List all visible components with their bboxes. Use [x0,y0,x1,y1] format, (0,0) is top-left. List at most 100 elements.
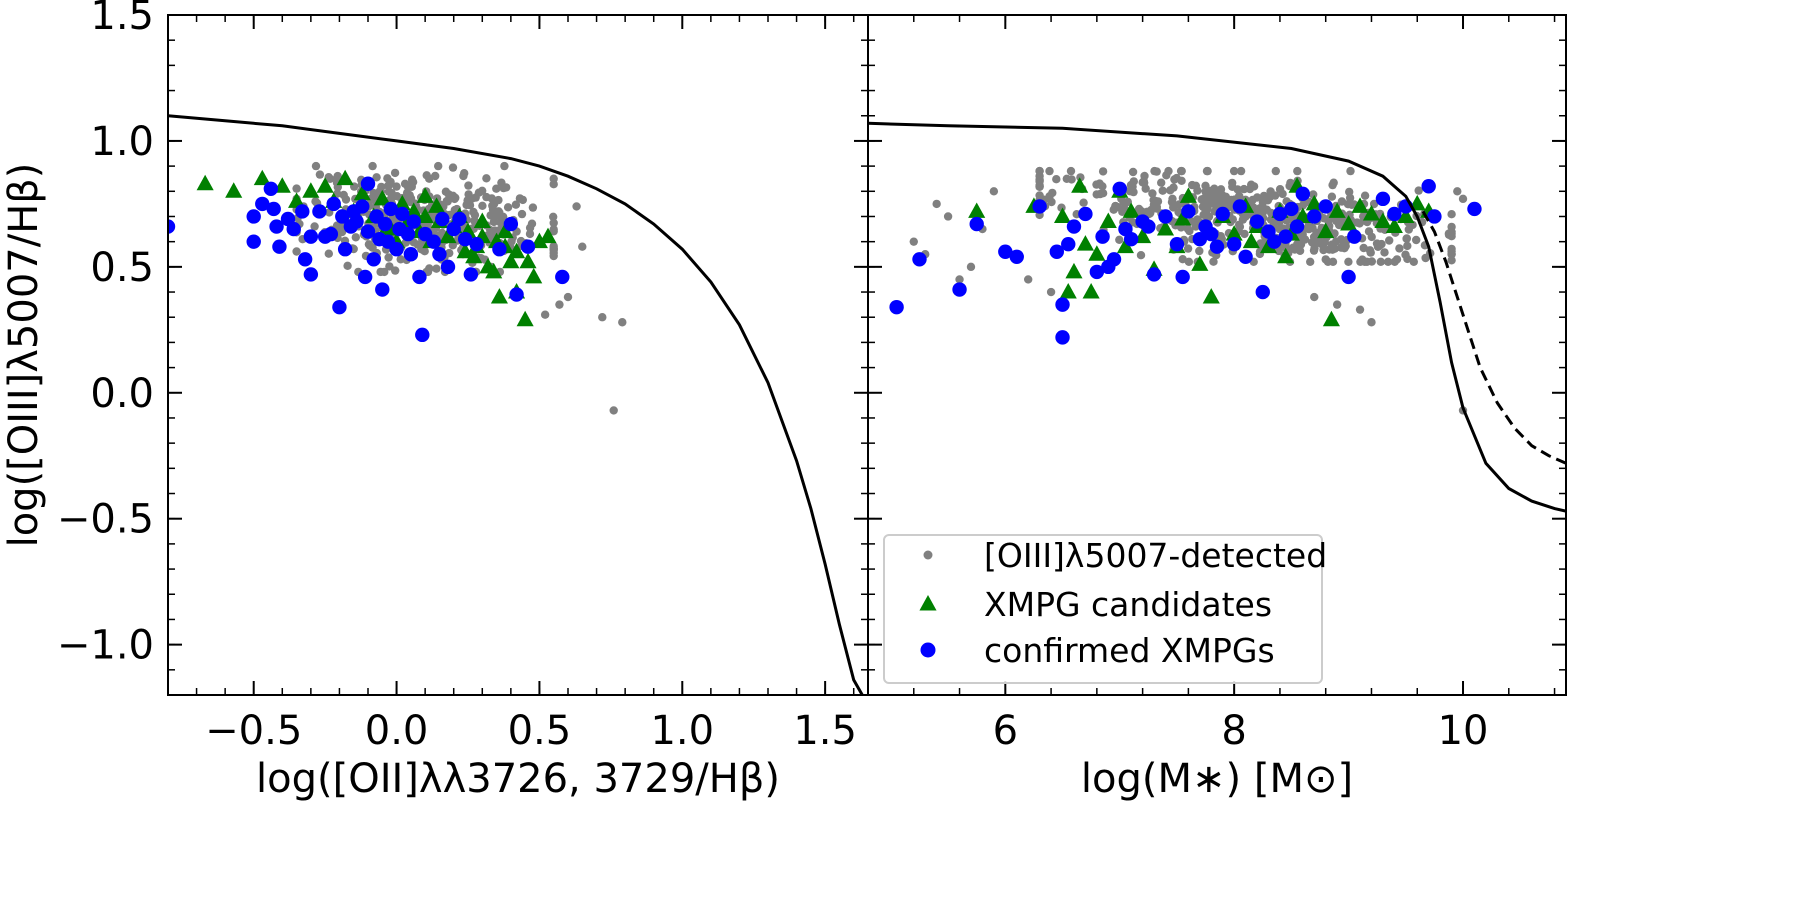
detected-point [609,406,618,415]
detected-point [1052,175,1061,184]
x-tick-label: 0.5 [508,708,572,754]
detected-point [1447,210,1456,219]
detected-point [1453,187,1462,196]
x-tick-label: −0.5 [205,708,302,754]
detected-point [1414,186,1423,195]
candidate-point [1174,210,1192,226]
x-tick-label: 6 [993,708,1018,754]
detected-point [1140,171,1149,181]
detected-point [1319,214,1328,223]
series-candidates [968,177,1438,327]
candidate-point [1351,197,1369,213]
detected-point [1162,171,1171,180]
detected-point [1233,185,1242,194]
confirmed-point [1375,191,1391,207]
detected-point [1259,191,1269,201]
detected-point [486,225,495,235]
detected-point [434,161,443,171]
detected-point [1355,305,1365,314]
detected-point [448,163,458,172]
detected-point [555,300,564,309]
confirmed-point [246,209,261,224]
confirmed-point [463,267,479,282]
detected-point [549,242,558,251]
legend-marker-confirmed [920,642,936,658]
detected-point [1079,198,1088,207]
detected-point [1383,257,1393,266]
confirmed-point [1215,206,1230,222]
candidate-point [1156,220,1175,236]
detected-point [1158,186,1167,195]
confirmed-point [1267,234,1282,249]
confirmed-point [1272,206,1288,222]
detected-point [1047,197,1056,207]
confirmed-point [1032,199,1047,214]
confirmed-point [377,216,393,232]
right-axes-frame [867,14,1567,696]
candidate-point [525,267,543,284]
confirmed-point [1232,199,1248,214]
confirmed-point [297,252,313,267]
detected-point [311,161,321,171]
confirmed-point [355,199,370,214]
detected-point [368,161,377,171]
detected-point [1288,243,1298,252]
detected-point [1216,232,1226,241]
detected-point [1172,173,1181,183]
detected-point [369,188,378,198]
candidate-point [428,197,446,213]
right-demarcation-curves [868,121,1566,513]
candidate-point [1385,217,1403,234]
detected-point [525,229,535,239]
candidate-point [1225,225,1243,241]
detected-point [1076,173,1085,182]
candidate-point [316,177,334,193]
detected-point [572,202,581,211]
confirmed-point [1238,249,1253,264]
detected-point [413,240,422,249]
detected-point [1236,166,1246,176]
detected-point [1193,186,1202,195]
detected-point [1239,184,1249,194]
detected-point [1380,248,1389,257]
detected-point [1183,224,1193,234]
confirmed-point [998,244,1013,259]
candidate-point [393,194,411,211]
detected-point [563,292,573,302]
x-tick-label: 10 [1438,708,1489,754]
confirmed-point [1066,219,1082,234]
confirmed-point [1387,206,1402,222]
detected-point [1332,300,1342,309]
confirmed-point [360,176,376,191]
confirmed-point [426,234,441,249]
confirmed-point [1181,204,1196,219]
detected-point [1447,244,1456,254]
y-tick-label: 1.5 [90,0,154,39]
detected-point [1123,197,1133,207]
detected-point [1035,171,1044,181]
detected-point [462,200,471,210]
detected-point [1193,215,1202,224]
candidate-point [416,187,434,203]
confirmed-point [509,287,524,302]
detected-point [486,211,495,220]
demarcation-curve-solid [868,121,1566,513]
detected-point [343,261,352,270]
detected-point [310,222,319,231]
confirmed-point [969,216,984,232]
detected-point [497,178,506,187]
detected-point [1271,166,1281,176]
detected-point [1286,178,1295,188]
y-tick-label: −0.5 [57,497,154,543]
legend-label-confirmed: confirmed XMPGs [984,631,1275,670]
detected-point [1309,246,1319,255]
candidate-point [539,227,557,244]
detected-point [1184,257,1194,266]
candidate-point [336,169,354,186]
detected-point [1136,251,1146,260]
detected-point [1328,245,1337,254]
candidate-point [1088,245,1106,261]
detected-point [384,253,393,262]
confirmed-point [1289,219,1305,234]
detected-point [1362,257,1372,266]
